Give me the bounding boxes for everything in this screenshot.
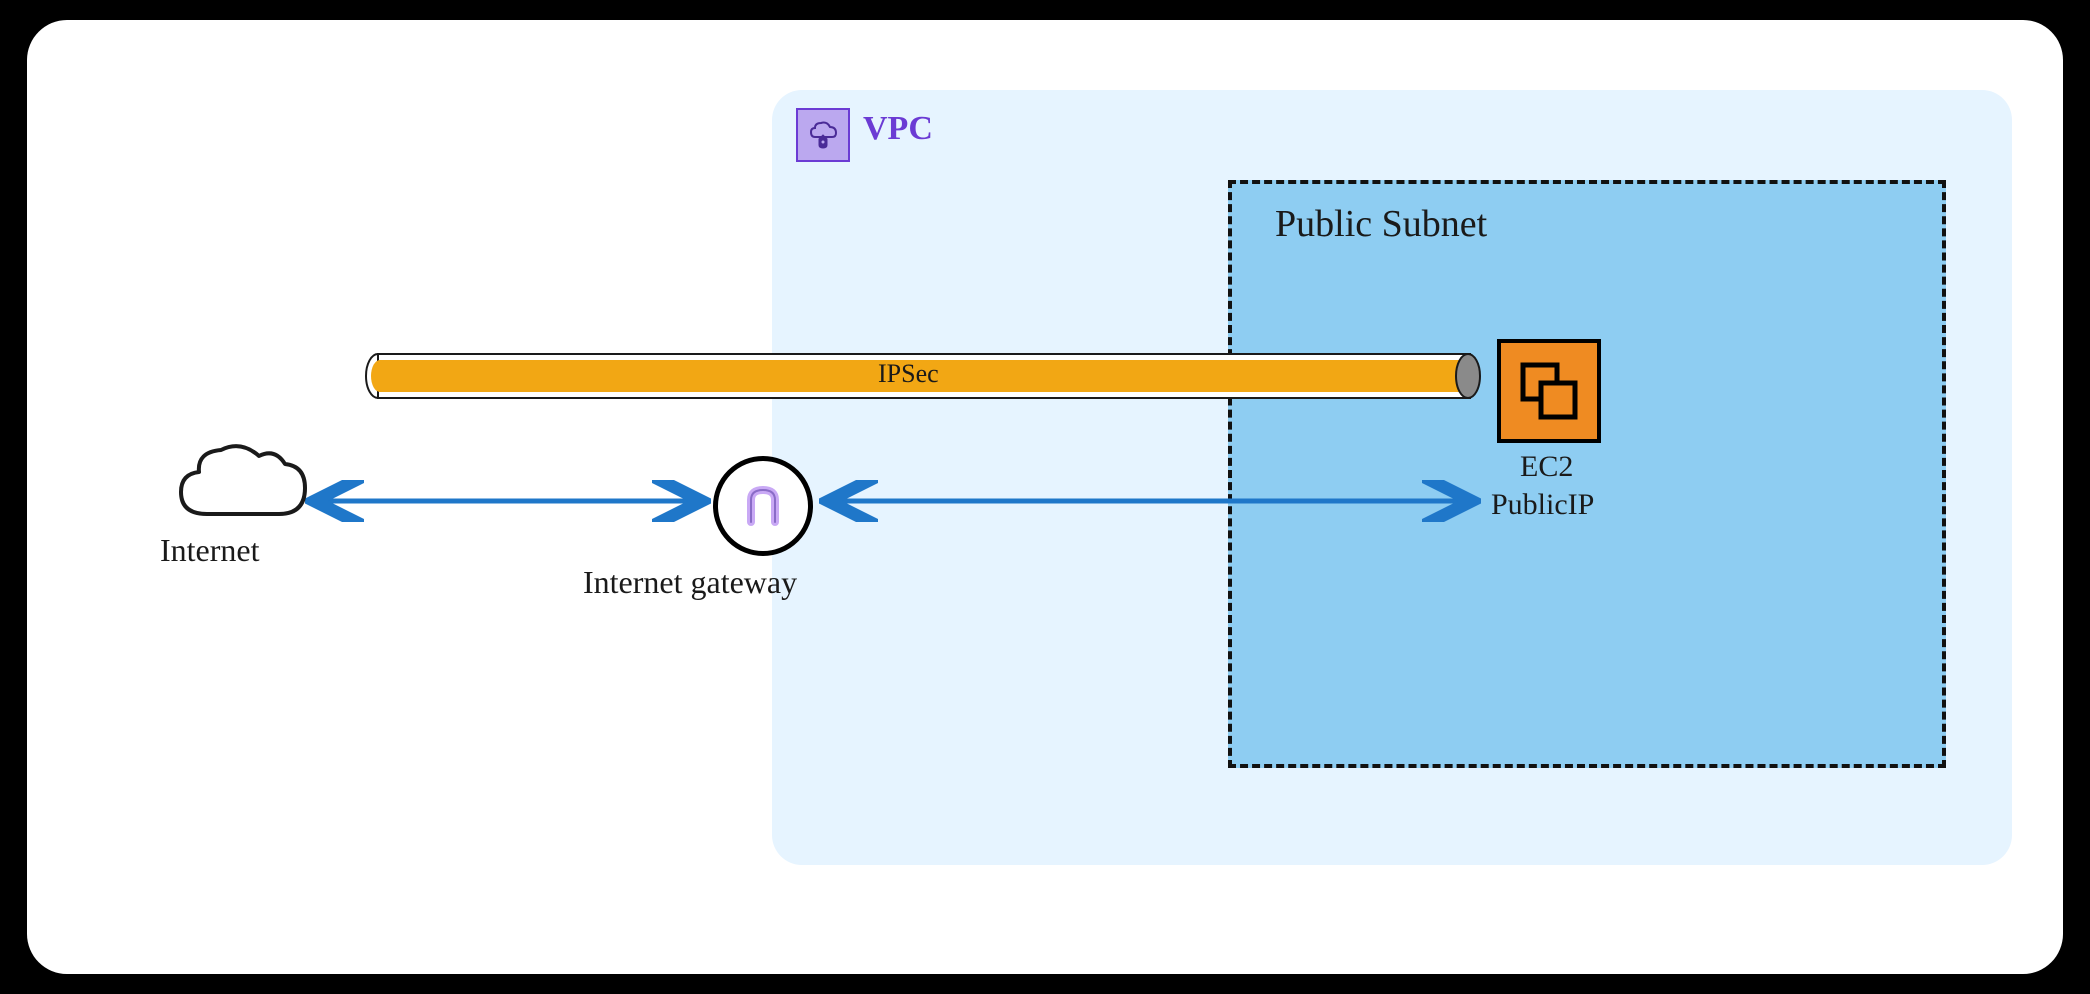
- vpc-label: VPC: [863, 110, 933, 148]
- ipsec-label: IPSec: [878, 359, 939, 389]
- ec2-label-line1: EC2: [1520, 450, 1573, 484]
- arrow-internet-to-igw: [305, 480, 711, 522]
- diagram-canvas: VPC Public Subnet EC2 PublicIP IPSec: [27, 20, 2063, 974]
- arrow-igw-to-ec2: [819, 480, 1481, 522]
- public-subnet-label: Public Subnet: [1275, 202, 1487, 246]
- vpc-icon: [796, 108, 850, 162]
- internet-gateway-icon: [713, 456, 813, 556]
- ec2-label-line2: PublicIP: [1491, 488, 1594, 522]
- internet-label: Internet: [160, 532, 260, 569]
- internet-gateway-label: Internet gateway: [583, 564, 797, 601]
- ec2-icon: [1497, 339, 1601, 443]
- internet-cloud-icon: [167, 430, 317, 540]
- public-subnet-region: [1228, 180, 1946, 768]
- diagram-root: VPC Public Subnet EC2 PublicIP IPSec: [0, 0, 2090, 994]
